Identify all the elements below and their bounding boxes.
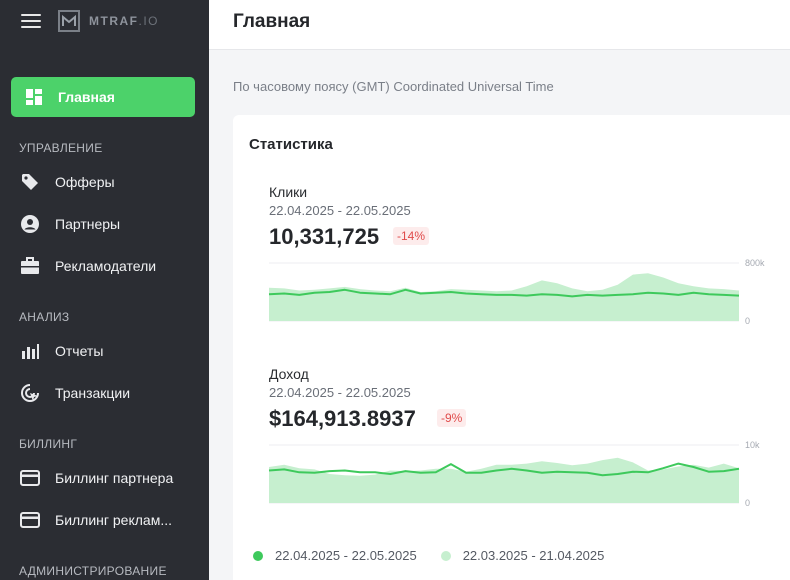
sidebar-item-transactions[interactable]: Транзакции	[19, 377, 199, 409]
clicks-chart: 800k 0	[268, 258, 765, 326]
timezone-note: По часовому поясу (GMT) Coordinated Univ…	[233, 79, 554, 94]
y-tick-label: 10k	[745, 440, 760, 450]
current-period-line	[268, 462, 740, 477]
sidebar-item-label: Транзакции	[55, 385, 131, 401]
briefcase-icon	[19, 255, 41, 277]
metric-range-revenue: 22.04.2025 - 22.05.2025	[269, 385, 411, 400]
metric-value-clicks: 10,331,725	[269, 224, 380, 249]
sidebar-item-label: Партнеры	[55, 216, 121, 232]
sidebar-item-offers[interactable]: Офферы	[19, 166, 199, 198]
legend-item-current[interactable]: 22.04.2025 - 22.05.2025	[253, 548, 417, 563]
y-tick-label: 0	[745, 498, 750, 508]
card-title: Статистика	[249, 136, 333, 153]
sidebar-item-label: Главная	[58, 89, 115, 105]
sidebar-item-home[interactable]: Главная	[11, 77, 195, 117]
credit-card-icon	[19, 467, 41, 489]
change-badge-clicks: -14%	[393, 227, 430, 245]
previous-period-area	[269, 273, 739, 321]
statistics-card: Статистика Клики 22.04.2025 - 22.05.2025…	[233, 115, 790, 580]
change-badge-revenue: -9%	[437, 409, 467, 427]
page-title: Главная	[233, 11, 311, 32]
logo[interactable]: MTRAF.IO	[57, 9, 159, 33]
logo-text: MTRAF.IO	[89, 14, 160, 28]
metric-value-revenue: $164,913.8937	[269, 406, 416, 431]
legend-item-previous[interactable]: 22.03.2025 - 21.04.2025	[440, 548, 605, 563]
user-circle-icon	[19, 213, 41, 235]
sidebar-item-advertiser-billing[interactable]: Биллинг реклам...	[19, 504, 199, 536]
sidebar-item-reports[interactable]: Отчеты	[19, 335, 199, 367]
logo-mark-icon	[58, 10, 80, 32]
credit-card-icon	[19, 509, 41, 531]
click-target-icon	[19, 382, 41, 404]
sidebar-item-label: Биллинг партнера	[55, 470, 174, 486]
legend-dot	[440, 550, 451, 561]
sidebar-item-partner-billing[interactable]: Биллинг партнера	[19, 462, 199, 494]
metric-range-clicks: 22.04.2025 - 22.05.2025	[269, 203, 411, 218]
y-tick-label: 0	[745, 316, 750, 326]
sidebar-item-label: Отчеты	[55, 343, 104, 359]
revenue-chart: 10k 0	[268, 440, 760, 508]
sidebar-item-label: Рекламодатели	[55, 258, 157, 274]
tag-icon	[19, 171, 41, 193]
bar-chart-icon	[19, 340, 41, 362]
y-tick-label: 800k	[745, 258, 765, 268]
sidebar: MTRAF.IO Главная УПРАВЛЕНИЕ Офферы Партн…	[0, 0, 209, 580]
section-title-billing: БИЛЛИНГ	[19, 437, 78, 451]
dashboard-icon	[23, 86, 45, 108]
legend-label: 22.03.2025 - 21.04.2025	[462, 548, 605, 563]
chart-legend: 22.04.2025 - 22.05.2025 22.03.2025 - 21.…	[253, 548, 628, 563]
sidebar-item-advertisers[interactable]: Рекламодатели	[19, 250, 199, 282]
menu-icon[interactable]	[21, 14, 41, 28]
sidebar-item-partners[interactable]: Партнеры	[19, 208, 199, 240]
previous-period-area	[269, 457, 739, 503]
sidebar-item-label: Офферы	[55, 174, 115, 190]
legend-dot	[253, 550, 263, 561]
section-title-analysis: АНАЛИЗ	[19, 310, 70, 324]
page-header: Главная	[209, 0, 790, 50]
sidebar-item-label: Биллинг реклам...	[55, 512, 172, 528]
metric-name-revenue: Доход	[269, 366, 309, 382]
section-title-administration: АДМИНИСТРИРОВАНИЕ	[19, 564, 167, 578]
legend-label: 22.04.2025 - 22.05.2025	[275, 548, 417, 563]
sidebar-top: MTRAF.IO	[0, 0, 209, 42]
current-period-line	[268, 288, 740, 298]
metric-name-clicks: Клики	[269, 184, 308, 200]
section-title-management: УПРАВЛЕНИЕ	[19, 141, 103, 155]
